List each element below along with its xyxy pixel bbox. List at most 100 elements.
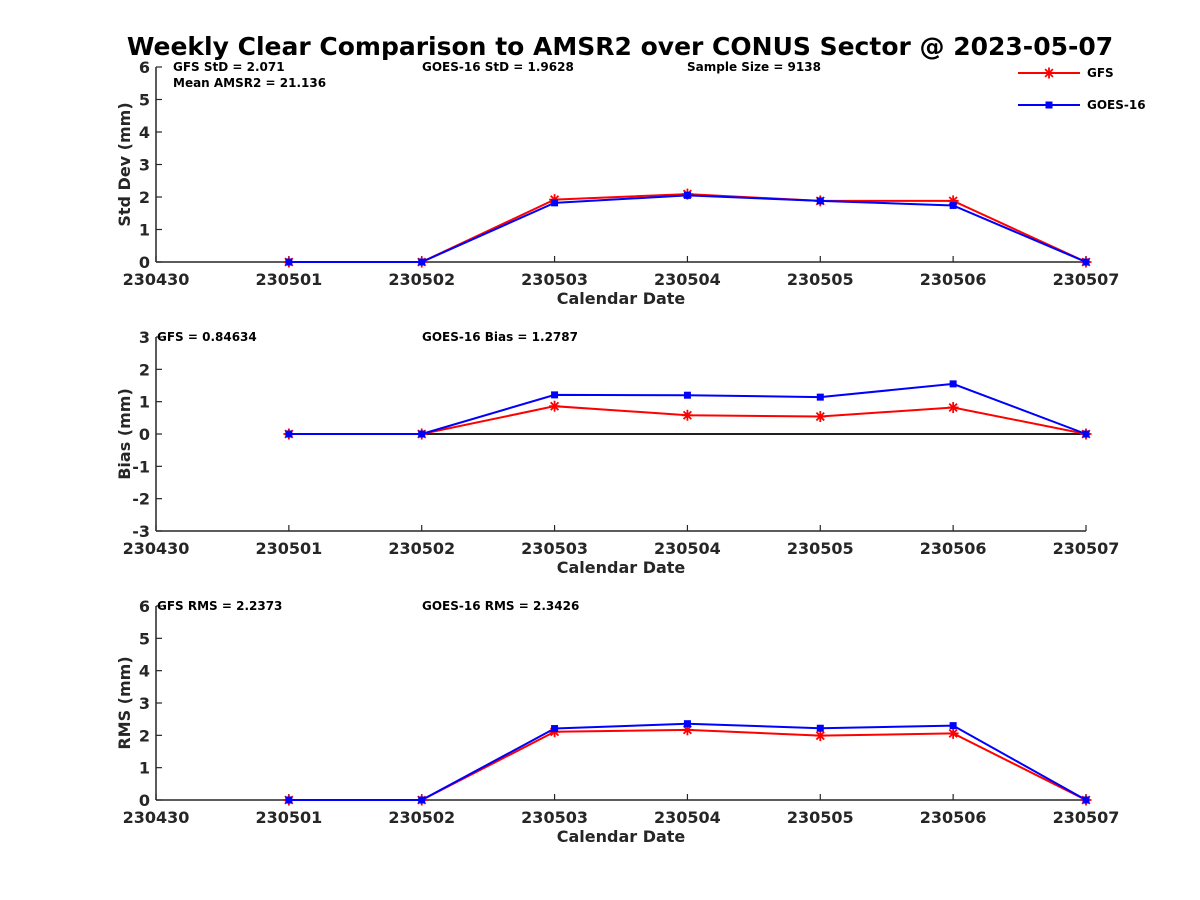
- x-axis-label: Calendar Date: [557, 289, 686, 308]
- data-point: [1082, 796, 1090, 804]
- y-tick-label: 5: [139, 629, 150, 648]
- data-point: [949, 380, 957, 388]
- x-tick-label: 230502: [388, 270, 455, 289]
- series-line: [288, 194, 1087, 263]
- std-dev-panel: 0 1 2 3 4 5 6 230430 230501 230502 230503 230504 230…: [115, 58, 1119, 308]
- x-tick-label: 230501: [255, 539, 322, 558]
- data-point: [549, 400, 561, 412]
- x-tick-label: 230503: [521, 270, 588, 289]
- x-tick-label: 230501: [255, 270, 322, 289]
- legend-marker: [1045, 101, 1053, 109]
- series-line: [288, 193, 1087, 263]
- y-tick-label: 2: [139, 188, 150, 207]
- y-tick-label: 1: [139, 221, 150, 240]
- data-point: [816, 724, 824, 732]
- data-point: [1082, 430, 1090, 438]
- data-point: [681, 409, 693, 421]
- x-tick-label: 230507: [1053, 539, 1120, 558]
- y-tick-label: 2: [139, 360, 150, 379]
- y-tick-label: 0: [139, 791, 150, 810]
- data-point: [551, 725, 559, 733]
- x-tick-label: 230505: [787, 539, 854, 558]
- series-goes-16: [285, 380, 1090, 438]
- x-tick-label: 230502: [388, 808, 455, 827]
- data-point: [683, 720, 691, 728]
- legend: GFS GOES-16: [1018, 66, 1146, 112]
- data-point: [1082, 258, 1090, 266]
- series-goes-16: [285, 191, 1090, 266]
- y-tick-label: 1: [139, 393, 150, 412]
- x-tick-label: 230506: [920, 270, 987, 289]
- y-tick-label: 4: [139, 123, 150, 142]
- y-tick-label: 3: [139, 328, 150, 347]
- x-tick-label: 230503: [521, 808, 588, 827]
- legend-label: GFS: [1087, 66, 1114, 80]
- stat-annotation-sample: Sample Size = 9138: [687, 60, 821, 74]
- y-tick-label: -2: [132, 490, 150, 509]
- y-tick-label: 1: [139, 759, 150, 778]
- y-tick-label: -1: [132, 457, 150, 476]
- figure-title: Weekly Clear Comparison to AMSR2 over CO…: [127, 32, 1113, 61]
- x-tick-label: 230507: [1053, 270, 1120, 289]
- data-point: [683, 391, 691, 399]
- data-point: [418, 796, 426, 804]
- x-tick-label: 230504: [654, 270, 721, 289]
- x-tick-label: 230430: [123, 808, 190, 827]
- stat-annotation-mean: Mean AMSR2 = 21.136: [173, 76, 326, 90]
- x-tick-label: 230430: [123, 539, 190, 558]
- y-tick-label: 2: [139, 726, 150, 745]
- x-tick-label: 230430: [123, 270, 190, 289]
- series-gfs: [283, 188, 1092, 268]
- data-point: [814, 411, 826, 423]
- x-tick-label: 230506: [920, 539, 987, 558]
- stat-annotation-goes: GOES-16 Bias = 1.2787: [422, 330, 578, 344]
- y-tick-label: 6: [139, 597, 150, 616]
- legend-entry-goes-16: GOES-16: [1018, 98, 1146, 112]
- y-tick-label: 0: [139, 253, 150, 272]
- x-tick-label: 230505: [787, 270, 854, 289]
- legend-label: GOES-16: [1087, 98, 1146, 112]
- bias-panel: -3 -2 -1 0 1 2 3 230430 230501 230502 230503 230504…: [115, 328, 1119, 577]
- x-tick-label: 230504: [654, 539, 721, 558]
- data-point: [418, 430, 426, 438]
- y-axis-label: RMS (mm): [115, 656, 134, 749]
- rms-panel: 0 1 2 3 4 5 6 230430 230501 230502 230503 230504 230…: [115, 597, 1119, 846]
- series-gfs: [283, 724, 1092, 806]
- data-point: [947, 727, 959, 739]
- x-tick-label: 230504: [654, 808, 721, 827]
- data-point: [285, 430, 293, 438]
- data-point: [418, 258, 426, 266]
- series-line: [288, 728, 1087, 801]
- x-tick-label: 230502: [388, 539, 455, 558]
- x-axis-label: Calendar Date: [557, 827, 686, 846]
- stat-annotation-gfs: GFS = 0.84634: [157, 330, 257, 344]
- data-point: [285, 796, 293, 804]
- data-point: [814, 730, 826, 742]
- y-axis-label: Std Dev (mm): [115, 102, 134, 226]
- data-point: [947, 401, 959, 413]
- x-tick-label: 230506: [920, 808, 987, 827]
- x-tick-label: 230501: [255, 808, 322, 827]
- y-tick-label: 3: [139, 156, 150, 175]
- y-axis-label: Bias (mm): [115, 388, 134, 480]
- x-axis-label: Calendar Date: [557, 558, 686, 577]
- stat-annotation-goes: GOES-16 RMS = 2.3426: [422, 599, 579, 613]
- x-tick-label: 230505: [787, 808, 854, 827]
- stat-annotation-gfs: GFS StD = 2.071: [173, 60, 285, 74]
- x-tick-label: 230503: [521, 539, 588, 558]
- x-tick-label: 230507: [1053, 808, 1120, 827]
- data-point: [285, 258, 293, 266]
- data-point: [816, 393, 824, 401]
- y-tick-label: 0: [139, 425, 150, 444]
- series-line: [288, 382, 1087, 435]
- data-point: [949, 722, 957, 730]
- data-point: [949, 201, 957, 209]
- y-tick-label: 3: [139, 694, 150, 713]
- stat-annotation-goes: GOES-16 StD = 1.9628: [422, 60, 574, 74]
- legend-entry-gfs: GFS: [1018, 66, 1114, 80]
- data-point: [551, 391, 559, 399]
- y-tick-label: -3: [132, 522, 150, 541]
- data-point: [816, 197, 824, 205]
- y-tick-label: 4: [139, 662, 150, 681]
- stat-annotation-gfs: GFS RMS = 2.2373: [157, 599, 282, 613]
